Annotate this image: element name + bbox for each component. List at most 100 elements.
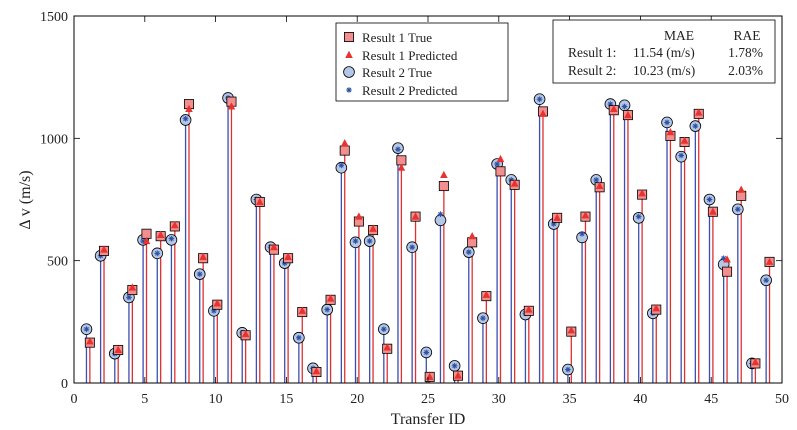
marker-result1-predicted-49 xyxy=(765,257,774,265)
marker-result2-predicted-7-stroke xyxy=(169,236,174,241)
y-tick-label-0: 0 xyxy=(61,377,68,392)
y-tick-label-1000: 1000 xyxy=(40,132,68,147)
marker-result1-predicted-2 xyxy=(100,245,108,253)
legend: Result 1 True Result 1 Predicted Result … xyxy=(335,22,509,102)
marker-result1-predicted-47 xyxy=(737,185,746,193)
x-tick-label-15: 15 xyxy=(279,392,293,407)
marker-result2-predicted-42 xyxy=(664,119,670,126)
marker-result2-predicted-4 xyxy=(126,294,132,301)
x-tick-label-20: 20 xyxy=(350,392,364,407)
marker-result1-predicted-20 xyxy=(355,212,363,220)
marker-result2-predicted-43 xyxy=(678,152,684,159)
marker-result2-predicted-29-stroke xyxy=(480,315,486,321)
marker-result2-predicted-22 xyxy=(381,326,387,332)
legend-label-result2-true: Result 2 True xyxy=(362,65,432,80)
marker-result1-predicted-28 xyxy=(468,232,476,240)
marker-result2-predicted-26-stroke xyxy=(438,211,443,217)
marker-result2-predicted-23-stroke xyxy=(395,147,401,152)
marker-result2-predicted-45 xyxy=(706,196,713,203)
marker-result2-predicted-30 xyxy=(494,161,500,167)
x-axis-label: Transfer ID xyxy=(391,411,466,428)
marker-result1-predicted-16 xyxy=(298,306,307,314)
legend-label-result2-predicted: Result 2 Predicted xyxy=(362,83,458,98)
marker-result2-predicted-37-stroke xyxy=(593,177,599,183)
marker-result2-predicted-20 xyxy=(352,238,359,244)
x-tick-label-30: 30 xyxy=(492,392,506,407)
marker-result2-predicted-46-stroke xyxy=(721,255,726,261)
stats-row1-rae: 1.78% xyxy=(728,45,763,60)
marker-result1-predicted-9 xyxy=(199,252,207,260)
marker-result1-predicted-37 xyxy=(595,181,604,190)
marker-result1-predicted-14 xyxy=(270,243,278,251)
marker-result2-predicted-24-stroke xyxy=(409,244,415,250)
x-tick-label-10: 10 xyxy=(209,392,223,407)
marker-result2-predicted-16-stroke xyxy=(296,335,302,341)
x-tick-label-25: 25 xyxy=(421,392,435,407)
y-tick-label-500: 500 xyxy=(47,255,68,270)
marker-result1-predicted-4 xyxy=(128,283,137,291)
marker-result2-predicted-28 xyxy=(465,249,472,255)
markers-layer xyxy=(80,92,775,382)
marker-result1-predicted-41 xyxy=(652,304,661,312)
marker-result2-predicted-36 xyxy=(579,230,585,237)
marker-result1-predicted-43 xyxy=(680,136,689,144)
marker-result2-predicted-6-stroke xyxy=(154,250,160,256)
marker-result1-predicted-39 xyxy=(624,110,632,119)
legend-marker-result2-predicted xyxy=(346,87,352,93)
x-tick-label-50: 50 xyxy=(775,392,789,407)
marker-result2-predicted-49-stroke xyxy=(763,277,769,283)
marker-result1-predicted-44 xyxy=(694,108,703,116)
marker-result1-predicted-5 xyxy=(142,236,151,245)
marker-result1-predicted-48 xyxy=(751,358,760,366)
marker-result1-predicted-38 xyxy=(609,104,618,112)
marker-result2-predicted-22-stroke xyxy=(381,326,387,332)
legend-label-result1-true: Result 1 True xyxy=(362,30,432,45)
marker-result2-predicted-8-stroke xyxy=(183,116,188,122)
marker-result2-predicted-30-stroke xyxy=(494,161,500,167)
marker-result1-predicted-27 xyxy=(454,371,462,379)
stats-table-box xyxy=(552,19,776,84)
marker-result2-predicted-5-stroke xyxy=(140,238,146,244)
y-axis-label: Δ v (m/s) xyxy=(17,170,34,229)
marker-result1-predicted-15 xyxy=(284,252,292,260)
marker-result2-predicted-39 xyxy=(621,103,628,110)
marker-result2-predicted-21 xyxy=(366,238,373,244)
marker-result1-predicted-13 xyxy=(255,197,264,205)
marker-result1-predicted-42 xyxy=(666,128,675,136)
marker-result1-predicted-40 xyxy=(638,189,646,197)
marker-result2-predicted-26 xyxy=(437,211,444,217)
x-tick-label-0: 0 xyxy=(71,392,78,407)
marker-result1-predicted-32 xyxy=(525,305,533,313)
marker-result1-predicted-3 xyxy=(114,345,122,353)
marker-result1-true-26 xyxy=(438,181,449,192)
marker-result2-predicted-1-stroke xyxy=(84,326,89,332)
x-tick-label-35: 35 xyxy=(563,392,577,407)
marker-result2-predicted-36-stroke xyxy=(579,231,585,237)
marker-result2-predicted-25-stroke xyxy=(423,350,429,355)
marker-result1-predicted-8 xyxy=(185,104,193,112)
marker-result2-predicted-27-stroke xyxy=(452,363,457,369)
marker-result1-predicted-46 xyxy=(723,255,731,263)
marker-result1-predicted-7 xyxy=(171,220,179,229)
marker-result2-predicted-9-stroke xyxy=(197,271,203,277)
marker-result1-predicted-19 xyxy=(340,139,349,147)
marker-result1-predicted-17 xyxy=(312,367,321,375)
stats-row2-mae: 10.23 (m/s) xyxy=(633,63,695,78)
legend-marker-result1-predicted xyxy=(345,50,353,58)
marker-result1-predicted-18 xyxy=(326,294,335,302)
marker-result1-predicted-24 xyxy=(411,212,420,220)
marker-result2-predicted-28-stroke xyxy=(466,249,472,255)
marker-result1-predicted-45 xyxy=(709,207,717,215)
marker-result1-predicted-31 xyxy=(510,179,519,187)
stats-row2-rae: 2.03% xyxy=(728,63,763,78)
marker-result2-predicted-35-stroke xyxy=(565,367,571,372)
y-tick-label-1500: 1500 xyxy=(40,10,68,25)
marker-result2-predicted-49 xyxy=(763,277,769,284)
marker-result1-predicted-30 xyxy=(496,154,505,163)
stats-row1-label: Result 1: xyxy=(568,45,616,60)
marker-result2-predicted-1 xyxy=(83,326,90,332)
marker-result2-predicted-33-stroke xyxy=(537,96,542,102)
marker-result2-predicted-19 xyxy=(338,162,345,169)
